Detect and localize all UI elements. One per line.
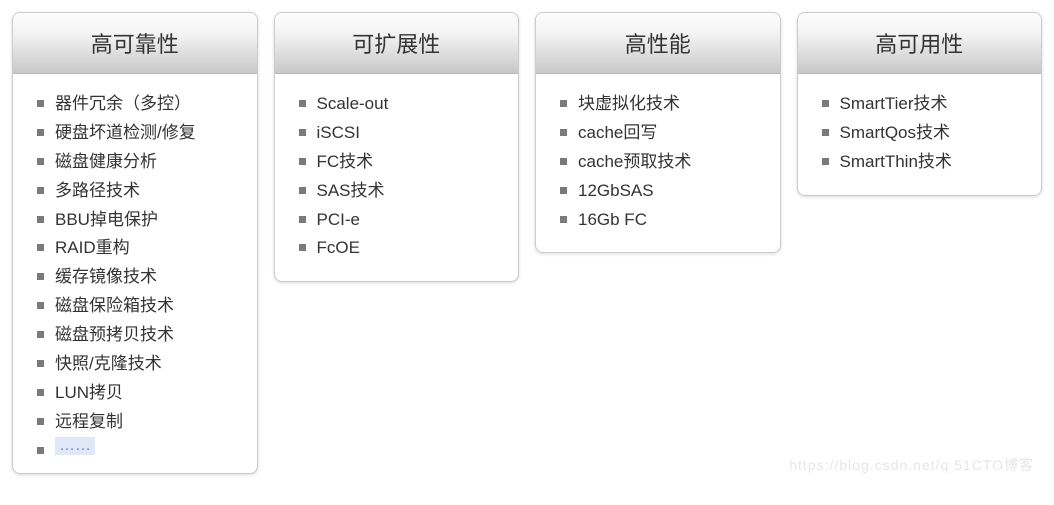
list-item: SmartQos技术 bbox=[822, 119, 1024, 148]
list-item: cache预取技术 bbox=[560, 148, 762, 177]
list-item: LUN拷贝 bbox=[37, 379, 239, 408]
card-header: 高可用性 bbox=[798, 13, 1042, 74]
list-item: BBU掉电保护 bbox=[37, 206, 239, 235]
list-item: RAID重构 bbox=[37, 234, 239, 263]
list-item: SmartThin技术 bbox=[822, 148, 1024, 177]
card-reliability: 高可靠性 器件冗余（多控） 硬盘坏道检测/修复 磁盘健康分析 多路径技术 BBU… bbox=[12, 12, 258, 474]
card-header: 可扩展性 bbox=[275, 13, 519, 74]
list-item: 远程复制 bbox=[37, 408, 239, 437]
card-header: 高可靠性 bbox=[13, 13, 257, 74]
card-body: Scale-out iSCSI FC技术 SAS技术 PCI-e FcOE bbox=[275, 74, 519, 281]
list-item: SAS技术 bbox=[299, 177, 501, 206]
list-item: SmartTier技术 bbox=[822, 90, 1024, 119]
list-item: iSCSI bbox=[299, 119, 501, 148]
item-list: 器件冗余（多控） 硬盘坏道检测/修复 磁盘健康分析 多路径技术 BBU掉电保护 … bbox=[37, 90, 239, 437]
list-item: 12GbSAS bbox=[560, 177, 762, 206]
list-item: Scale-out bbox=[299, 90, 501, 119]
list-item: cache回写 bbox=[560, 119, 762, 148]
card-scalability: 可扩展性 Scale-out iSCSI FC技术 SAS技术 PCI-e Fc… bbox=[274, 12, 520, 282]
card-performance: 高性能 块虚拟化技术 cache回写 cache预取技术 12GbSAS 16G… bbox=[535, 12, 781, 253]
list-item: FC技术 bbox=[299, 148, 501, 177]
item-list: SmartTier技术 SmartQos技术 SmartThin技术 bbox=[822, 90, 1024, 177]
list-item: 16Gb FC bbox=[560, 206, 762, 235]
list-item: 多路径技术 bbox=[37, 177, 239, 206]
list-item: 磁盘健康分析 bbox=[37, 148, 239, 177]
list-item: 磁盘保险箱技术 bbox=[37, 292, 239, 321]
card-body: 块虚拟化技术 cache回写 cache预取技术 12GbSAS 16Gb FC bbox=[536, 74, 780, 252]
list-item: 缓存镜像技术 bbox=[37, 263, 239, 292]
list-item: 块虚拟化技术 bbox=[560, 90, 762, 119]
list-item: 器件冗余（多控） bbox=[37, 90, 239, 119]
list-item: 快照/克隆技术 bbox=[37, 350, 239, 379]
card-body: SmartTier技术 SmartQos技术 SmartThin技术 bbox=[798, 74, 1042, 195]
card-header: 高性能 bbox=[536, 13, 780, 74]
ellipsis-item: …… bbox=[55, 437, 95, 455]
cards-container: 高可靠性 器件冗余（多控） 硬盘坏道检测/修复 磁盘健康分析 多路径技术 BBU… bbox=[12, 12, 1042, 474]
list-item: 磁盘预拷贝技术 bbox=[37, 321, 239, 350]
card-availability: 高可用性 SmartTier技术 SmartQos技术 SmartThin技术 bbox=[797, 12, 1043, 196]
list-item: FcOE bbox=[299, 234, 501, 263]
list-item: 硬盘坏道检测/修复 bbox=[37, 119, 239, 148]
list-item: PCI-e bbox=[299, 206, 501, 235]
item-list: Scale-out iSCSI FC技术 SAS技术 PCI-e FcOE bbox=[299, 90, 501, 263]
item-list: 块虚拟化技术 cache回写 cache预取技术 12GbSAS 16Gb FC bbox=[560, 90, 762, 234]
card-body: 器件冗余（多控） 硬盘坏道检测/修复 磁盘健康分析 多路径技术 BBU掉电保护 … bbox=[13, 74, 257, 473]
